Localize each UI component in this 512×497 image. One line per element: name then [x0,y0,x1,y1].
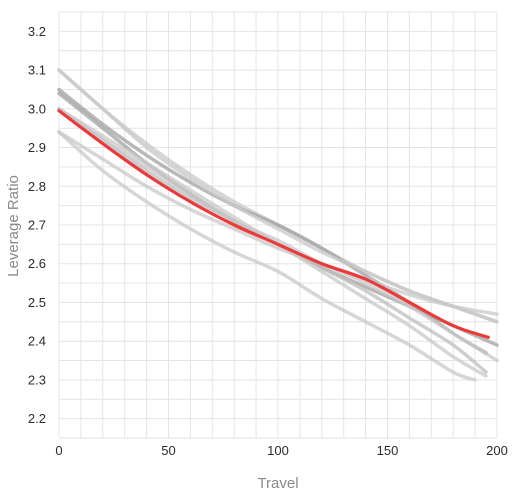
highlight-series-line [57,109,490,339]
y-tick-label: 2.9 [28,140,46,155]
y-tick-label: 2.5 [28,295,46,310]
background-series-line-6 [57,130,499,316]
background-series-line-9 [57,130,477,382]
x-tick-label: 200 [486,443,508,458]
background-series-line-8 [57,68,499,324]
x-tick-label: 0 [55,443,62,458]
x-axis-title: Travel [257,475,298,492]
y-tick-label: 2.7 [28,218,46,233]
y-tick-label: 2.4 [28,334,46,349]
y-tick-label: 3.1 [28,63,46,78]
x-tick-label: 150 [377,443,399,458]
y-axis-ticks: 2.2 2.3 2.4 2.5 2.6 2.7 2.8 2.9 3.0 3.1 3.2 [28,24,46,426]
grid [58,11,498,439]
y-axis-title: Leverage Ratio [5,175,22,277]
x-axis-ticks: 0 50 100 150 200 [55,443,507,458]
y-tick-label: 2.6 [28,256,46,271]
y-tick-label: 3.2 [28,24,46,39]
x-tick-label: 50 [161,443,175,458]
y-tick-label: 3.0 [28,101,46,116]
background-series-line-7 [57,107,499,363]
y-tick-label: 2.8 [28,179,46,194]
highlight-series-group [57,109,490,339]
x-tick-label: 100 [267,443,289,458]
y-tick-label: 2.3 [28,372,46,387]
y-tick-label: 2.2 [28,411,46,426]
